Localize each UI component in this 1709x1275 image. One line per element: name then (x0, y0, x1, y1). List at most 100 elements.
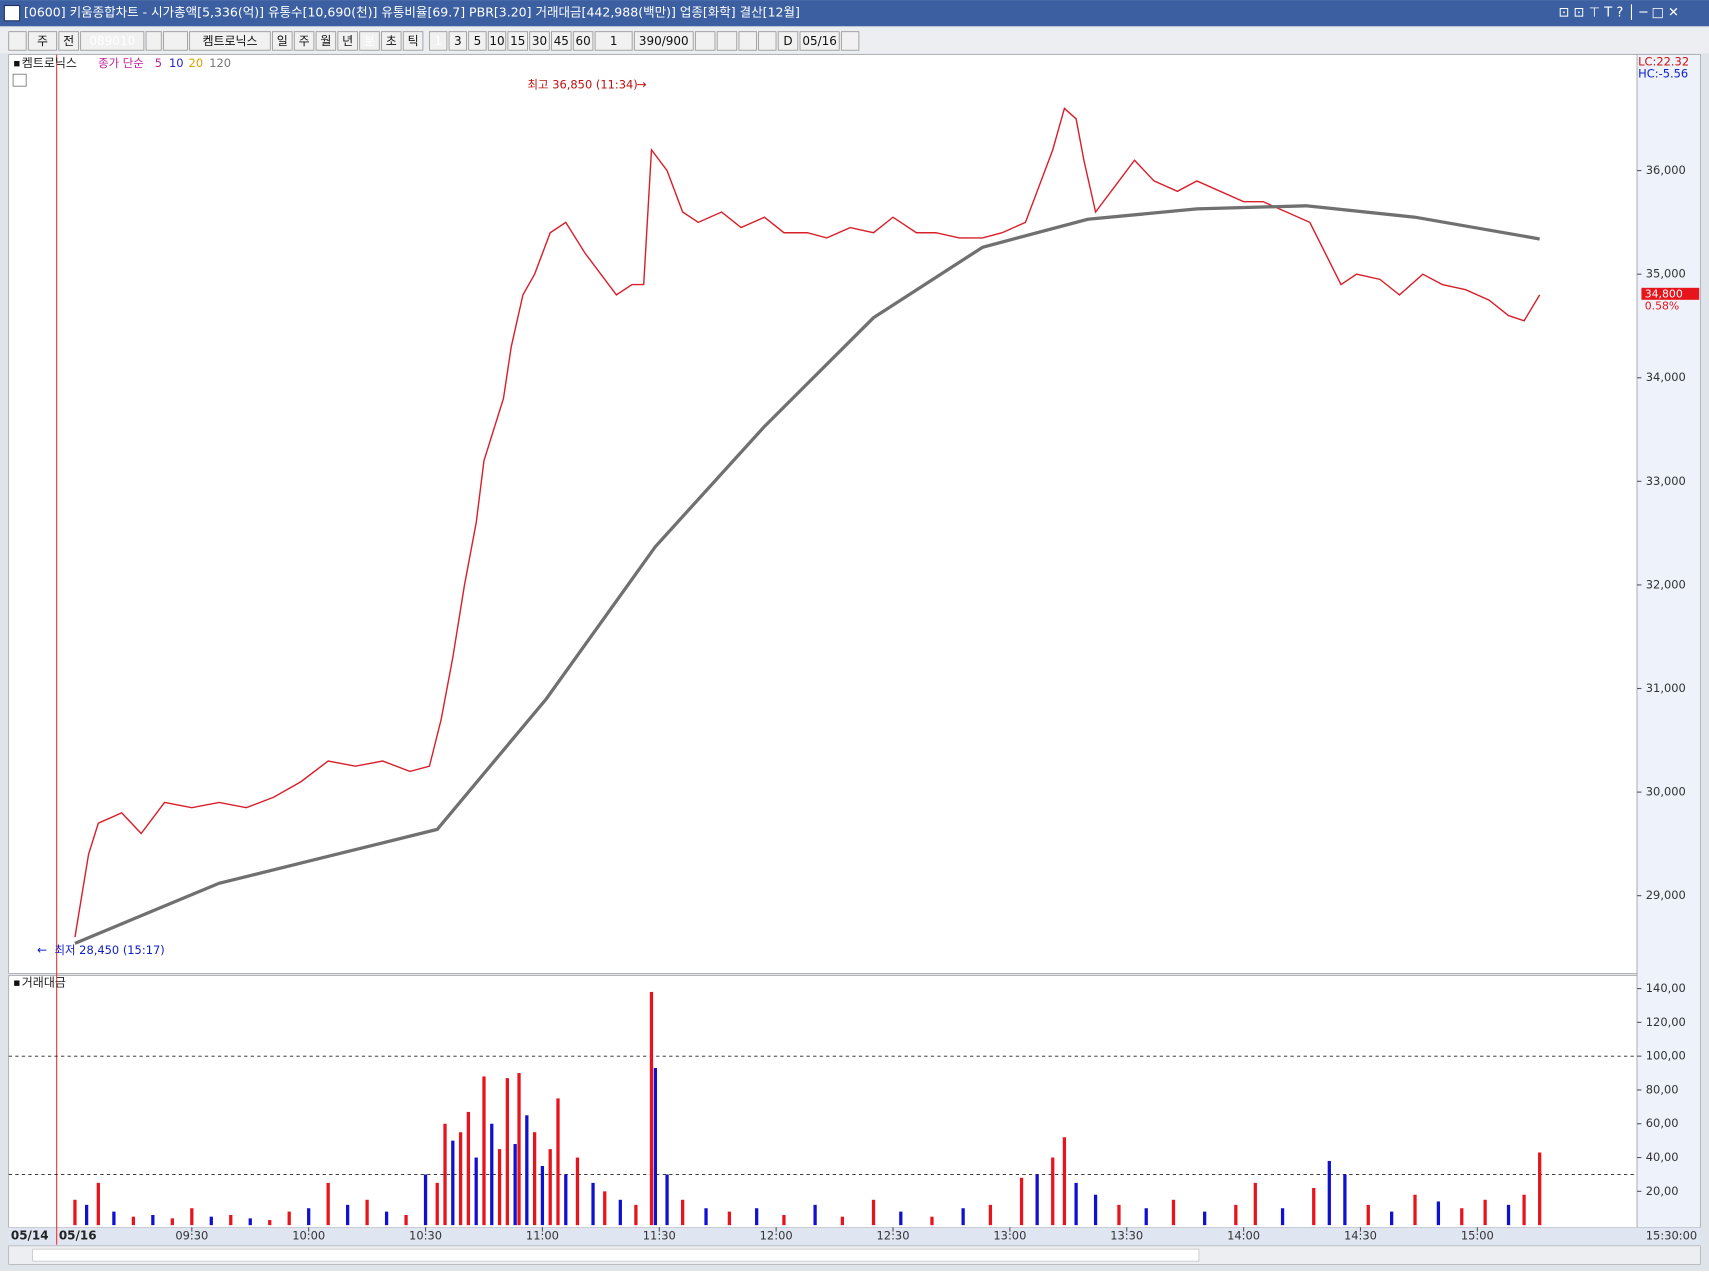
legend-item: 5 (155, 56, 162, 70)
button-frame (551, 31, 572, 51)
scroll-track[interactable] (32, 1248, 1200, 1262)
minute-button[interactable]: 3 (448, 31, 467, 51)
y-tick-label: 29,000 (1646, 888, 1686, 902)
date-check[interactable]: D (777, 31, 799, 51)
volume-bar (564, 1174, 568, 1226)
period-button[interactable]: 분 (359, 31, 380, 51)
volume-bar (1522, 1194, 1526, 1226)
volume-bar (466, 1111, 471, 1226)
save-button[interactable] (738, 31, 757, 51)
button-text: 년 (342, 34, 353, 48)
volume-bar (248, 1218, 252, 1226)
volume-bar (209, 1216, 213, 1226)
grid-icon[interactable] (12, 73, 27, 87)
volume-bar (1171, 1199, 1176, 1226)
stock-name[interactable]: 켐트로닉스 (189, 31, 271, 51)
period-button[interactable]: 틱 (402, 31, 424, 51)
volume-bar (404, 1214, 408, 1226)
button-frame (777, 31, 799, 51)
volume-bar (653, 1067, 658, 1226)
period-button[interactable]: 일 (272, 31, 293, 51)
tool-button[interactable] (716, 31, 738, 51)
button-frame (799, 31, 840, 51)
y-tick-label: 30,000 (1646, 785, 1686, 799)
volume-bar (131, 1216, 136, 1226)
volume-bar (532, 1132, 537, 1226)
period-button[interactable]: 년 (337, 31, 358, 51)
window-title: [0600] 키움종합차트 - 시가총액[5,336(억)] 유통수[10,69… (24, 5, 800, 20)
button-frame (694, 31, 716, 51)
x-tick-label: 13:00 (993, 1229, 1026, 1243)
y-tick-label: 33,000 (1646, 474, 1686, 488)
search-button[interactable] (145, 31, 162, 51)
period-button[interactable]: 주 (293, 31, 315, 51)
button-text: 390/900 (639, 34, 689, 48)
button-frame (572, 31, 594, 51)
minute-button[interactable]: 45 (551, 31, 572, 51)
window-controls[interactable]: ⊡ ⊡ ⊤ T ? │ ─ □ ✕ (1559, 4, 1679, 21)
scope-button[interactable]: 전 (58, 31, 79, 51)
price-line (74, 107, 1541, 938)
button-text: 초 (386, 34, 397, 48)
range-input[interactable]: 390/900 (633, 31, 694, 51)
y-tick-label: 34,000 (1646, 370, 1686, 384)
minute-button[interactable]: 5 (468, 31, 487, 51)
settings-button[interactable] (758, 31, 777, 51)
volume-bar (575, 1157, 580, 1226)
volume-bar (96, 1182, 100, 1226)
button-frame (337, 31, 358, 51)
code-input[interactable]: 089010 (80, 31, 145, 51)
button-text: 089010 (89, 34, 135, 48)
volume-bar (112, 1211, 116, 1226)
volume-bar (365, 1199, 369, 1226)
volume-bar (1074, 1182, 1078, 1226)
volume-bar (1203, 1211, 1207, 1226)
price-tag (1641, 287, 1700, 300)
sound-button[interactable] (163, 31, 188, 51)
minute-button[interactable]: 30 (529, 31, 550, 51)
count-select[interactable]: 1 (594, 31, 633, 51)
y-tick-label: 31,000 (1646, 681, 1686, 695)
volume-bar (1483, 1199, 1487, 1226)
minute-button[interactable]: 15 (507, 31, 528, 51)
volume-bar (961, 1208, 965, 1226)
volume-bar (229, 1214, 233, 1226)
volume-bar (443, 1123, 447, 1226)
volume-bar (649, 991, 654, 1226)
button-frame (428, 31, 448, 51)
x-tick-label: 09:30 (175, 1229, 208, 1243)
button-text: 05/16 (802, 34, 837, 48)
price-panel-label: 켐트로닉스 (22, 56, 77, 70)
button-text: 일 (277, 34, 288, 48)
y-tick-label: 80,00 (1646, 1082, 1679, 1096)
button-text: 주 (37, 34, 48, 48)
volume-bar (170, 1218, 174, 1226)
minute-button[interactable]: 1 (428, 31, 448, 51)
menu-button[interactable] (8, 31, 27, 51)
x-tick-label: 15:00 (1461, 1229, 1494, 1243)
y-tick-label: 35,000 (1646, 267, 1686, 281)
volume-bar (84, 1204, 89, 1226)
volume-bar (681, 1199, 685, 1226)
button-frame (758, 31, 777, 51)
minute-button[interactable]: 10 (487, 31, 507, 51)
market-select[interactable]: 주 (27, 31, 58, 51)
period-button[interactable]: 월 (315, 31, 337, 51)
button-frame (594, 31, 633, 51)
minute-button[interactable]: 60 (572, 31, 594, 51)
tool-button[interactable] (694, 31, 716, 51)
volume-bar (1253, 1182, 1257, 1226)
button-frame (402, 31, 424, 51)
button-text: 월 (320, 34, 331, 48)
button-frame (381, 31, 402, 51)
calendar-button[interactable] (840, 31, 860, 51)
button-text: 주 (299, 34, 310, 48)
date-input[interactable]: 05/16 (799, 31, 840, 51)
volume-bar (1234, 1204, 1238, 1226)
button-frame (507, 31, 528, 51)
button-frame (359, 31, 380, 51)
period-button[interactable]: 초 (381, 31, 402, 51)
volume-bar (1062, 1137, 1067, 1226)
button-text: 1 (434, 34, 442, 48)
